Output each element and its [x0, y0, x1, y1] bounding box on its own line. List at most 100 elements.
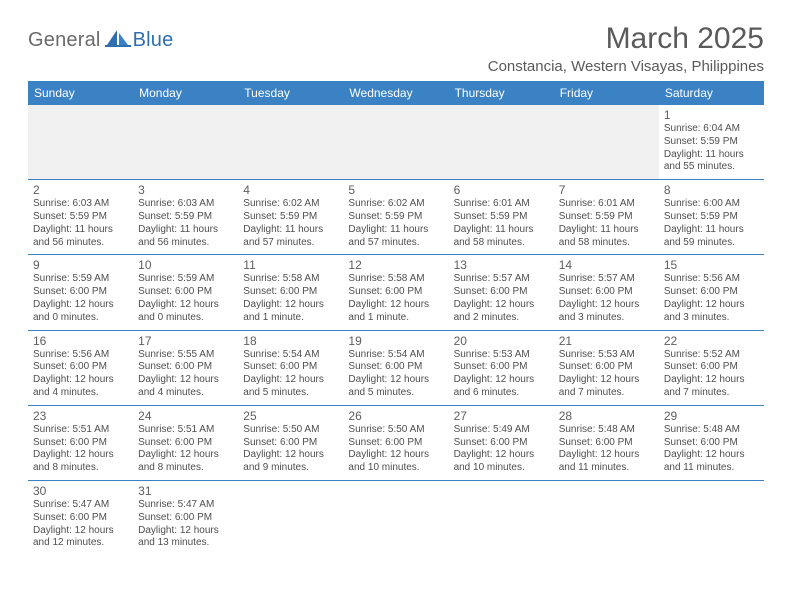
sunset-line: Sunset: 6:00 PM	[664, 286, 759, 299]
day-number: 5	[348, 183, 443, 197]
sunset-line: Sunset: 6:00 PM	[664, 437, 759, 450]
sunrise-line: Sunrise: 5:55 AM	[138, 349, 233, 362]
day-info: Sunrise: 5:57 AMSunset: 6:00 PMDaylight:…	[559, 273, 654, 324]
sunset-line: Sunset: 5:59 PM	[664, 136, 759, 149]
daylight-line: Daylight: 12 hours and 1 minute.	[348, 299, 443, 325]
sunrise-line: Sunrise: 5:50 AM	[243, 424, 338, 437]
daylight-line: Daylight: 12 hours and 4 minutes.	[138, 374, 233, 400]
day-info: Sunrise: 5:48 AMSunset: 6:00 PMDaylight:…	[664, 424, 759, 475]
sunset-line: Sunset: 6:00 PM	[454, 437, 549, 450]
day-info: Sunrise: 5:51 AMSunset: 6:00 PMDaylight:…	[33, 424, 128, 475]
sunrise-line: Sunrise: 5:51 AM	[138, 424, 233, 437]
sunset-line: Sunset: 6:00 PM	[33, 512, 128, 525]
calendar-day-cell: 14Sunrise: 5:57 AMSunset: 6:00 PMDayligh…	[554, 255, 659, 330]
calendar-day-cell: 8Sunrise: 6:00 AMSunset: 5:59 PMDaylight…	[659, 180, 764, 255]
calendar-day-cell: 7Sunrise: 6:01 AMSunset: 5:59 PMDaylight…	[554, 180, 659, 255]
day-number: 23	[33, 409, 128, 423]
day-info: Sunrise: 5:58 AMSunset: 6:00 PMDaylight:…	[243, 273, 338, 324]
sunrise-line: Sunrise: 5:59 AM	[138, 273, 233, 286]
calendar-day-cell: 31Sunrise: 5:47 AMSunset: 6:00 PMDayligh…	[133, 480, 238, 555]
brand-logo: General Blue	[28, 28, 173, 53]
day-info: Sunrise: 5:54 AMSunset: 6:00 PMDaylight:…	[348, 349, 443, 400]
day-header: Wednesday	[343, 81, 448, 105]
sunset-line: Sunset: 6:00 PM	[559, 437, 654, 450]
calendar-empty-cell	[238, 480, 343, 555]
day-info: Sunrise: 6:01 AMSunset: 5:59 PMDaylight:…	[454, 198, 549, 249]
calendar-page: General Blue March 2025 Constancia, West…	[0, 0, 792, 565]
day-info: Sunrise: 6:02 AMSunset: 5:59 PMDaylight:…	[243, 198, 338, 249]
day-number: 1	[664, 108, 759, 122]
calendar-day-cell: 24Sunrise: 5:51 AMSunset: 6:00 PMDayligh…	[133, 405, 238, 480]
sunset-line: Sunset: 6:00 PM	[243, 437, 338, 450]
day-info: Sunrise: 6:03 AMSunset: 5:59 PMDaylight:…	[138, 198, 233, 249]
day-info: Sunrise: 5:50 AMSunset: 6:00 PMDaylight:…	[348, 424, 443, 475]
day-header: Friday	[554, 81, 659, 105]
sunset-line: Sunset: 6:00 PM	[138, 361, 233, 374]
sunrise-line: Sunrise: 5:51 AM	[33, 424, 128, 437]
day-number: 10	[138, 258, 233, 272]
daylight-line: Daylight: 11 hours and 56 minutes.	[138, 224, 233, 250]
sunset-line: Sunset: 5:59 PM	[33, 211, 128, 224]
calendar-empty-cell	[343, 480, 448, 555]
sunset-line: Sunset: 6:00 PM	[138, 437, 233, 450]
day-number: 21	[559, 334, 654, 348]
calendar-day-cell: 11Sunrise: 5:58 AMSunset: 6:00 PMDayligh…	[238, 255, 343, 330]
calendar-week-row: 2Sunrise: 6:03 AMSunset: 5:59 PMDaylight…	[28, 180, 764, 255]
day-info: Sunrise: 5:53 AMSunset: 6:00 PMDaylight:…	[559, 349, 654, 400]
daylight-line: Daylight: 12 hours and 6 minutes.	[454, 374, 549, 400]
sunrise-line: Sunrise: 6:01 AM	[454, 198, 549, 211]
day-number: 17	[138, 334, 233, 348]
day-number: 26	[348, 409, 443, 423]
day-number: 9	[33, 258, 128, 272]
day-number: 20	[454, 334, 549, 348]
calendar-empty-cell	[238, 105, 343, 180]
daylight-line: Daylight: 11 hours and 56 minutes.	[33, 224, 128, 250]
daylight-line: Daylight: 12 hours and 8 minutes.	[33, 449, 128, 475]
sunset-line: Sunset: 6:00 PM	[33, 286, 128, 299]
day-number: 24	[138, 409, 233, 423]
day-info: Sunrise: 5:59 AMSunset: 6:00 PMDaylight:…	[33, 273, 128, 324]
day-number: 28	[559, 409, 654, 423]
day-info: Sunrise: 5:56 AMSunset: 6:00 PMDaylight:…	[664, 273, 759, 324]
calendar-day-cell: 5Sunrise: 6:02 AMSunset: 5:59 PMDaylight…	[343, 180, 448, 255]
day-number: 27	[454, 409, 549, 423]
sunset-line: Sunset: 6:00 PM	[33, 437, 128, 450]
calendar-day-cell: 21Sunrise: 5:53 AMSunset: 6:00 PMDayligh…	[554, 330, 659, 405]
calendar-day-cell: 26Sunrise: 5:50 AMSunset: 6:00 PMDayligh…	[343, 405, 448, 480]
day-header: Saturday	[659, 81, 764, 105]
calendar-day-cell: 16Sunrise: 5:56 AMSunset: 6:00 PMDayligh…	[28, 330, 133, 405]
calendar-day-cell: 29Sunrise: 5:48 AMSunset: 6:00 PMDayligh…	[659, 405, 764, 480]
day-number: 2	[33, 183, 128, 197]
month-title: March 2025	[488, 22, 764, 56]
day-info: Sunrise: 6:03 AMSunset: 5:59 PMDaylight:…	[33, 198, 128, 249]
day-info: Sunrise: 5:47 AMSunset: 6:00 PMDaylight:…	[138, 499, 233, 550]
daylight-line: Daylight: 12 hours and 0 minutes.	[138, 299, 233, 325]
page-header: General Blue March 2025 Constancia, West…	[28, 22, 764, 75]
sunset-line: Sunset: 5:59 PM	[454, 211, 549, 224]
calendar-day-cell: 9Sunrise: 5:59 AMSunset: 6:00 PMDaylight…	[28, 255, 133, 330]
sunset-line: Sunset: 6:00 PM	[243, 286, 338, 299]
day-info: Sunrise: 6:00 AMSunset: 5:59 PMDaylight:…	[664, 198, 759, 249]
sunrise-line: Sunrise: 5:58 AM	[243, 273, 338, 286]
sunset-line: Sunset: 6:00 PM	[454, 286, 549, 299]
calendar-day-cell: 3Sunrise: 6:03 AMSunset: 5:59 PMDaylight…	[133, 180, 238, 255]
calendar-day-cell: 19Sunrise: 5:54 AMSunset: 6:00 PMDayligh…	[343, 330, 448, 405]
calendar-day-cell: 20Sunrise: 5:53 AMSunset: 6:00 PMDayligh…	[449, 330, 554, 405]
daylight-line: Daylight: 12 hours and 9 minutes.	[243, 449, 338, 475]
sunrise-line: Sunrise: 5:54 AM	[348, 349, 443, 362]
sunset-line: Sunset: 6:00 PM	[559, 286, 654, 299]
day-number: 3	[138, 183, 233, 197]
sunrise-line: Sunrise: 5:56 AM	[664, 273, 759, 286]
day-number: 6	[454, 183, 549, 197]
calendar-day-cell: 25Sunrise: 5:50 AMSunset: 6:00 PMDayligh…	[238, 405, 343, 480]
calendar-empty-cell	[554, 105, 659, 180]
location-text: Constancia, Western Visayas, Philippines	[488, 58, 764, 75]
sunset-line: Sunset: 6:00 PM	[454, 361, 549, 374]
calendar-day-cell: 28Sunrise: 5:48 AMSunset: 6:00 PMDayligh…	[554, 405, 659, 480]
sunrise-line: Sunrise: 5:53 AM	[454, 349, 549, 362]
day-info: Sunrise: 6:01 AMSunset: 5:59 PMDaylight:…	[559, 198, 654, 249]
sunrise-line: Sunrise: 5:56 AM	[33, 349, 128, 362]
calendar-day-cell: 17Sunrise: 5:55 AMSunset: 6:00 PMDayligh…	[133, 330, 238, 405]
day-header: Thursday	[449, 81, 554, 105]
sunrise-line: Sunrise: 6:03 AM	[138, 198, 233, 211]
